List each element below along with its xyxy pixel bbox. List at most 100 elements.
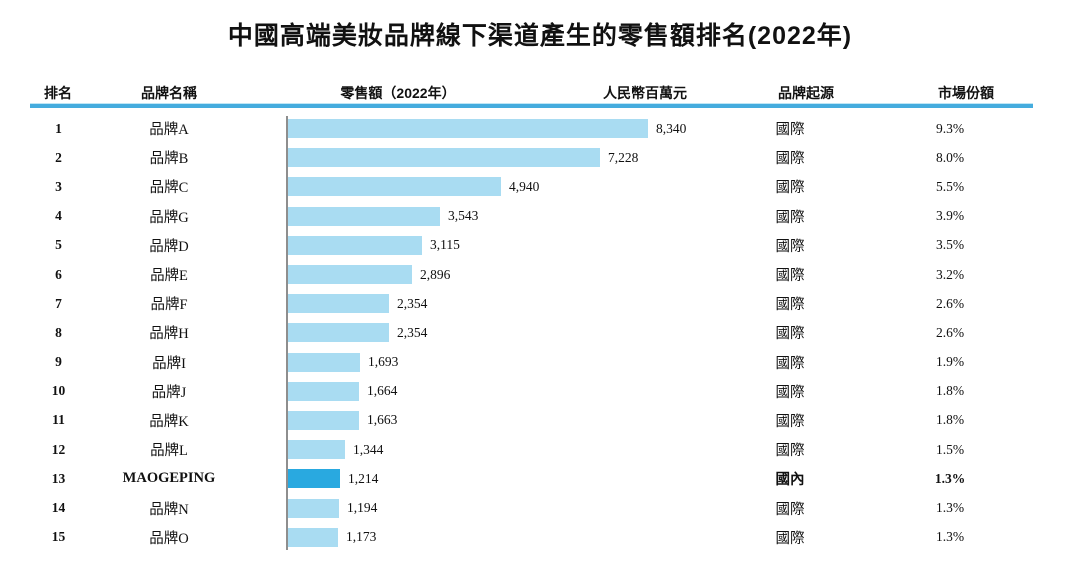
brand-cell: 品牌H: [149, 326, 189, 343]
bar-cell: 8,340: [287, 119, 735, 139]
table-row: 9 品牌I 1,693 國際 1.9%: [30, 348, 1033, 377]
brand-cell: 品牌O: [149, 530, 189, 547]
origin-cell: 國際: [775, 326, 805, 343]
bar-cell: 1,664: [287, 381, 735, 401]
bar-value-label: 1,214: [348, 470, 379, 486]
rank-cell: 12: [51, 441, 66, 457]
bar-cell: 3,543: [287, 206, 735, 226]
rank-cell: 11: [52, 412, 65, 428]
header-market-share: 市場份額: [938, 85, 994, 101]
bar-cell: 7,228: [287, 148, 735, 168]
retail-bar: [287, 381, 359, 401]
origin-cell: 國際: [775, 297, 805, 314]
rank-cell: 6: [55, 266, 62, 282]
brand-cell: 品牌A: [149, 122, 189, 139]
bar-cell: 1,693: [287, 352, 735, 372]
bar-cell: 2,896: [287, 265, 735, 285]
bar-cell: 2,354: [287, 323, 735, 343]
brand-cell: 品牌E: [150, 268, 188, 285]
bar-value-label: 4,940: [509, 178, 540, 194]
share-cell: 3.2%: [935, 266, 965, 282]
table-row: 15 品牌O 1,173 國際 1.3%: [30, 523, 1033, 552]
share-cell: 2.6%: [935, 324, 965, 340]
bar-cell: 1,344: [287, 440, 735, 460]
share-cell: 9.3%: [935, 120, 965, 136]
brand-cell: MAOGEPING: [122, 470, 216, 487]
brand-cell: 品牌L: [150, 443, 188, 460]
bar-cell: 3,115: [287, 235, 735, 255]
table-row: 12 品牌L 1,344 國際 1.5%: [30, 435, 1033, 464]
origin-cell: 國際: [775, 355, 805, 372]
share-cell: 3.5%: [935, 237, 965, 253]
bar-value-label: 1,664: [367, 383, 398, 399]
retail-bar: [287, 469, 340, 489]
rank-cell: 13: [51, 470, 66, 486]
retail-bar: [287, 177, 501, 197]
table-row: 7 品牌F 2,354 國際 2.6%: [30, 289, 1033, 318]
rank-cell: 8: [55, 324, 62, 340]
rank-cell: 10: [51, 383, 66, 399]
bar-value-label: 1,194: [347, 500, 378, 516]
share-cell: 8.0%: [935, 149, 965, 165]
bar-value-label: 1,344: [353, 441, 384, 457]
brand-cell: 品牌J: [151, 384, 187, 401]
retail-bar: [287, 235, 422, 255]
share-cell: 1.8%: [935, 383, 965, 399]
bar-cell: 2,354: [287, 294, 735, 314]
table-row: 1 品牌A 8,340 國際 9.3%: [30, 114, 1033, 143]
retail-bar: [287, 527, 338, 547]
header-retail-sales: 零售額（2022年）: [340, 85, 456, 101]
rank-cell: 2: [55, 149, 62, 165]
retail-bar: [287, 498, 339, 518]
table-row: 2 品牌B 7,228 國際 8.0%: [30, 143, 1033, 172]
origin-cell: 國際: [775, 530, 805, 547]
bar-value-label: 2,354: [397, 324, 428, 340]
table-row: 5 品牌D 3,115 國際 3.5%: [30, 231, 1033, 260]
header-unit-rmb: 人民幣百萬元: [603, 85, 687, 101]
chart-title: 中國高端美妝品牌線下渠道產生的零售額排名(2022年): [227, 22, 853, 50]
table-row: 6 品牌E 2,896 國際 3.2%: [30, 260, 1033, 289]
origin-cell: 國際: [775, 501, 805, 518]
table-row: 10 品牌J 1,664 國際 1.8%: [30, 377, 1033, 406]
origin-cell: 國際: [775, 268, 805, 285]
bar-value-label: 1,173: [346, 529, 377, 545]
rank-cell: 4: [55, 208, 62, 224]
origin-cell: 國際: [775, 413, 805, 430]
rank-cell: 9: [55, 354, 62, 370]
header-rule: [30, 103, 1033, 108]
brand-cell: 品牌I: [152, 355, 186, 372]
header-brand-name: 品牌名稱: [141, 85, 197, 101]
bar-cell: 1,663: [287, 410, 735, 430]
share-cell: 2.6%: [935, 295, 965, 311]
header-brand-origin: 品牌起源: [778, 85, 834, 101]
brand-cell: 品牌D: [149, 238, 189, 255]
bar-value-label: 2,896: [420, 266, 451, 282]
rank-cell: 15: [51, 529, 66, 545]
brand-cell: 品牌G: [149, 209, 189, 226]
brand-cell: 品牌K: [149, 413, 189, 430]
bar-cell: 1,173: [287, 527, 735, 547]
retail-bar: [287, 294, 389, 314]
origin-cell: 國際: [775, 443, 805, 460]
table-header: 排名 品牌名稱 零售額（2022年） 人民幣百萬元 品牌起源 市場份額: [30, 83, 1033, 103]
chart-axis-line: [286, 116, 288, 550]
share-cell: 1.8%: [935, 412, 965, 428]
bar-cell: 1,214: [287, 469, 735, 489]
bar-value-label: 1,693: [368, 354, 399, 370]
share-cell: 1.3%: [935, 529, 965, 545]
table-row: 3 品牌C 4,940 國際 5.5%: [30, 172, 1033, 201]
header-rank: 排名: [44, 85, 72, 101]
bar-value-label: 1,663: [367, 412, 398, 428]
rank-cell: 5: [55, 237, 62, 253]
rank-cell: 7: [55, 295, 62, 311]
table-row: 4 品牌G 3,543 國際 3.9%: [30, 202, 1033, 231]
origin-cell: 國際: [775, 151, 805, 168]
retail-bar: [287, 352, 360, 372]
bar-cell: 1,194: [287, 498, 735, 518]
share-cell: 1.9%: [935, 354, 965, 370]
table-row: 8 品牌H 2,354 國際 2.6%: [30, 318, 1033, 347]
bar-cell: 4,940: [287, 177, 735, 197]
table-row: 13 MAOGEPING 1,214 國內 1.3%: [30, 464, 1033, 493]
bar-value-label: 3,115: [430, 237, 460, 253]
